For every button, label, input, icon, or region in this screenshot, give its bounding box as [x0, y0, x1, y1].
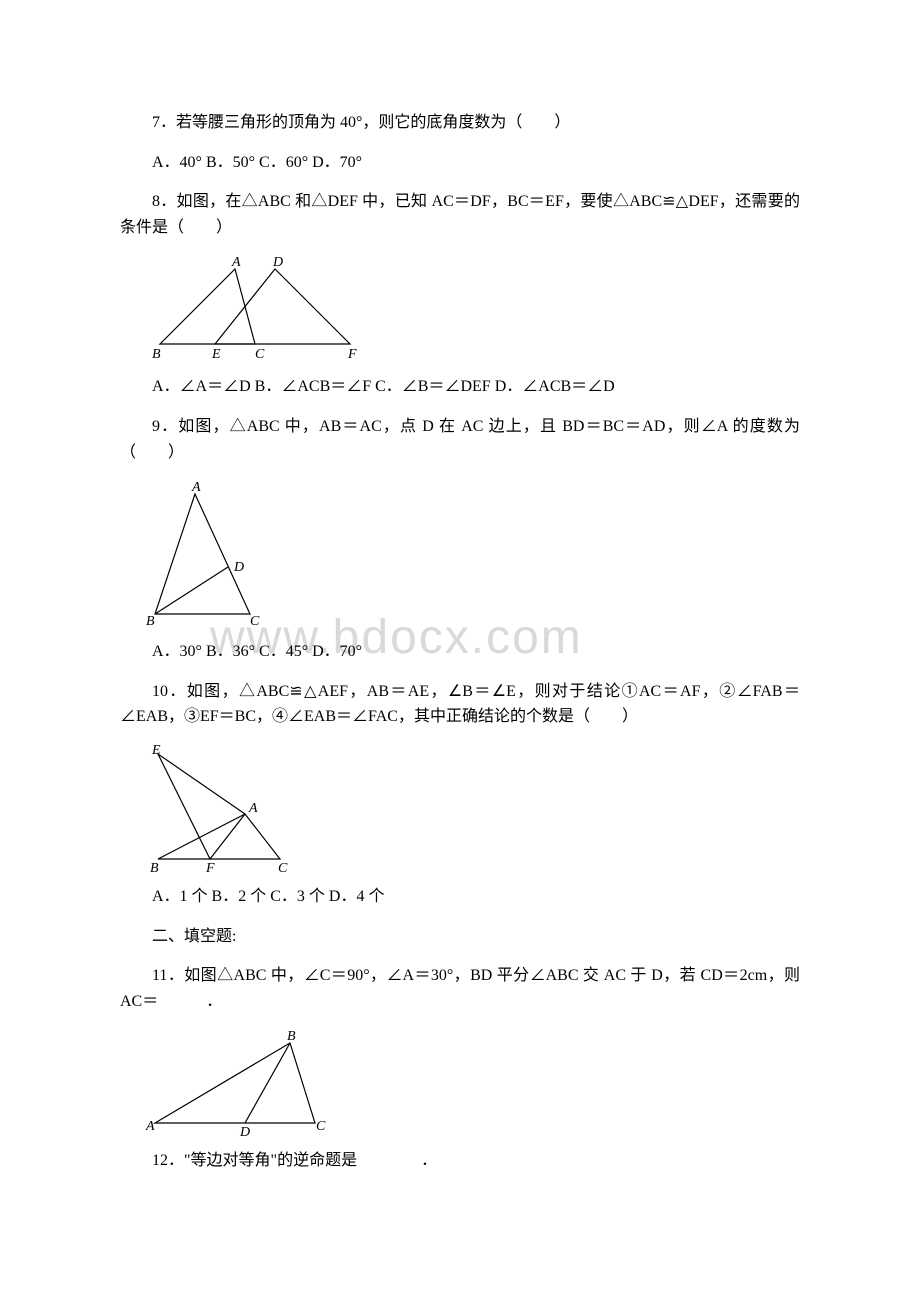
- question-11-figure: B A D C: [140, 1028, 800, 1138]
- question-8: 8．如图，在△ABC 和△DEF 中，已知 AC＝DF，BC＝EF，要使△ABC…: [120, 189, 800, 240]
- question-7: 7．若等腰三角形的顶角为 40°，则它的底角度数为（ ）: [120, 110, 800, 136]
- q8-svg: A D B E C F: [140, 254, 380, 364]
- q9-label-D: D: [233, 560, 244, 575]
- q8-label-D: D: [272, 255, 283, 270]
- question-10-figure: E A B F C: [140, 744, 800, 874]
- q8-label-F: F: [347, 347, 357, 362]
- question-10-options: A．1 个 B．2 个 C．3 个 D．4 个: [120, 884, 800, 910]
- question-9-figure: A D B C: [140, 479, 800, 629]
- section-2-heading: 二、填空题:: [120, 924, 800, 950]
- q9-svg: A D B C: [140, 479, 280, 629]
- q10-label-B: B: [150, 861, 159, 874]
- q8-label-E: E: [211, 347, 221, 362]
- question-8-figure: A D B E C F: [140, 254, 800, 364]
- question-10: 10．如图，△ABC≌△AEF，AB＝AE，∠B＝∠E，则对于结论①AC＝AF，…: [120, 679, 800, 730]
- q9-label-A: A: [191, 480, 201, 495]
- question-7-options: A．40° B．50° C．60° D．70°: [120, 150, 800, 176]
- q8-label-B: B: [152, 347, 161, 362]
- q10-label-A: A: [248, 801, 258, 816]
- q10-label-E: E: [151, 744, 161, 758]
- q10-label-F: F: [205, 861, 215, 874]
- q11-label-C: C: [316, 1119, 326, 1134]
- q8-label-C: C: [255, 347, 265, 362]
- q11-label-A: A: [145, 1119, 155, 1134]
- q10-svg: E A B F C: [140, 744, 300, 874]
- q11-label-D: D: [239, 1125, 250, 1138]
- q9-label-C: C: [250, 614, 260, 629]
- q11-svg: B A D C: [140, 1028, 340, 1138]
- question-11: 11．如图△ABC 中，∠C＝90°，∠A＝30°，BD 平分∠ABC 交 AC…: [120, 963, 800, 1014]
- q9-label-B: B: [146, 614, 155, 629]
- q11-label-B: B: [287, 1029, 296, 1044]
- question-9-options: A．30° B．36° C．45° D．70°: [120, 639, 800, 665]
- document-content: 7．若等腰三角形的顶角为 40°，则它的底角度数为（ ） A．40° B．50°…: [120, 110, 800, 1174]
- question-8-options: A．∠A＝∠D B．∠ACB＝∠F C．∠B＝∠DEF D．∠ACB＝∠D: [120, 374, 800, 400]
- question-12: 12．"等边对等角"的逆命题是 ．: [120, 1148, 800, 1174]
- q10-label-C: C: [278, 861, 288, 874]
- question-9: 9．如图，△ABC 中，AB＝AC，点 D 在 AC 边上，且 BD＝BC＝AD…: [120, 414, 800, 465]
- q8-label-A: A: [231, 255, 241, 270]
